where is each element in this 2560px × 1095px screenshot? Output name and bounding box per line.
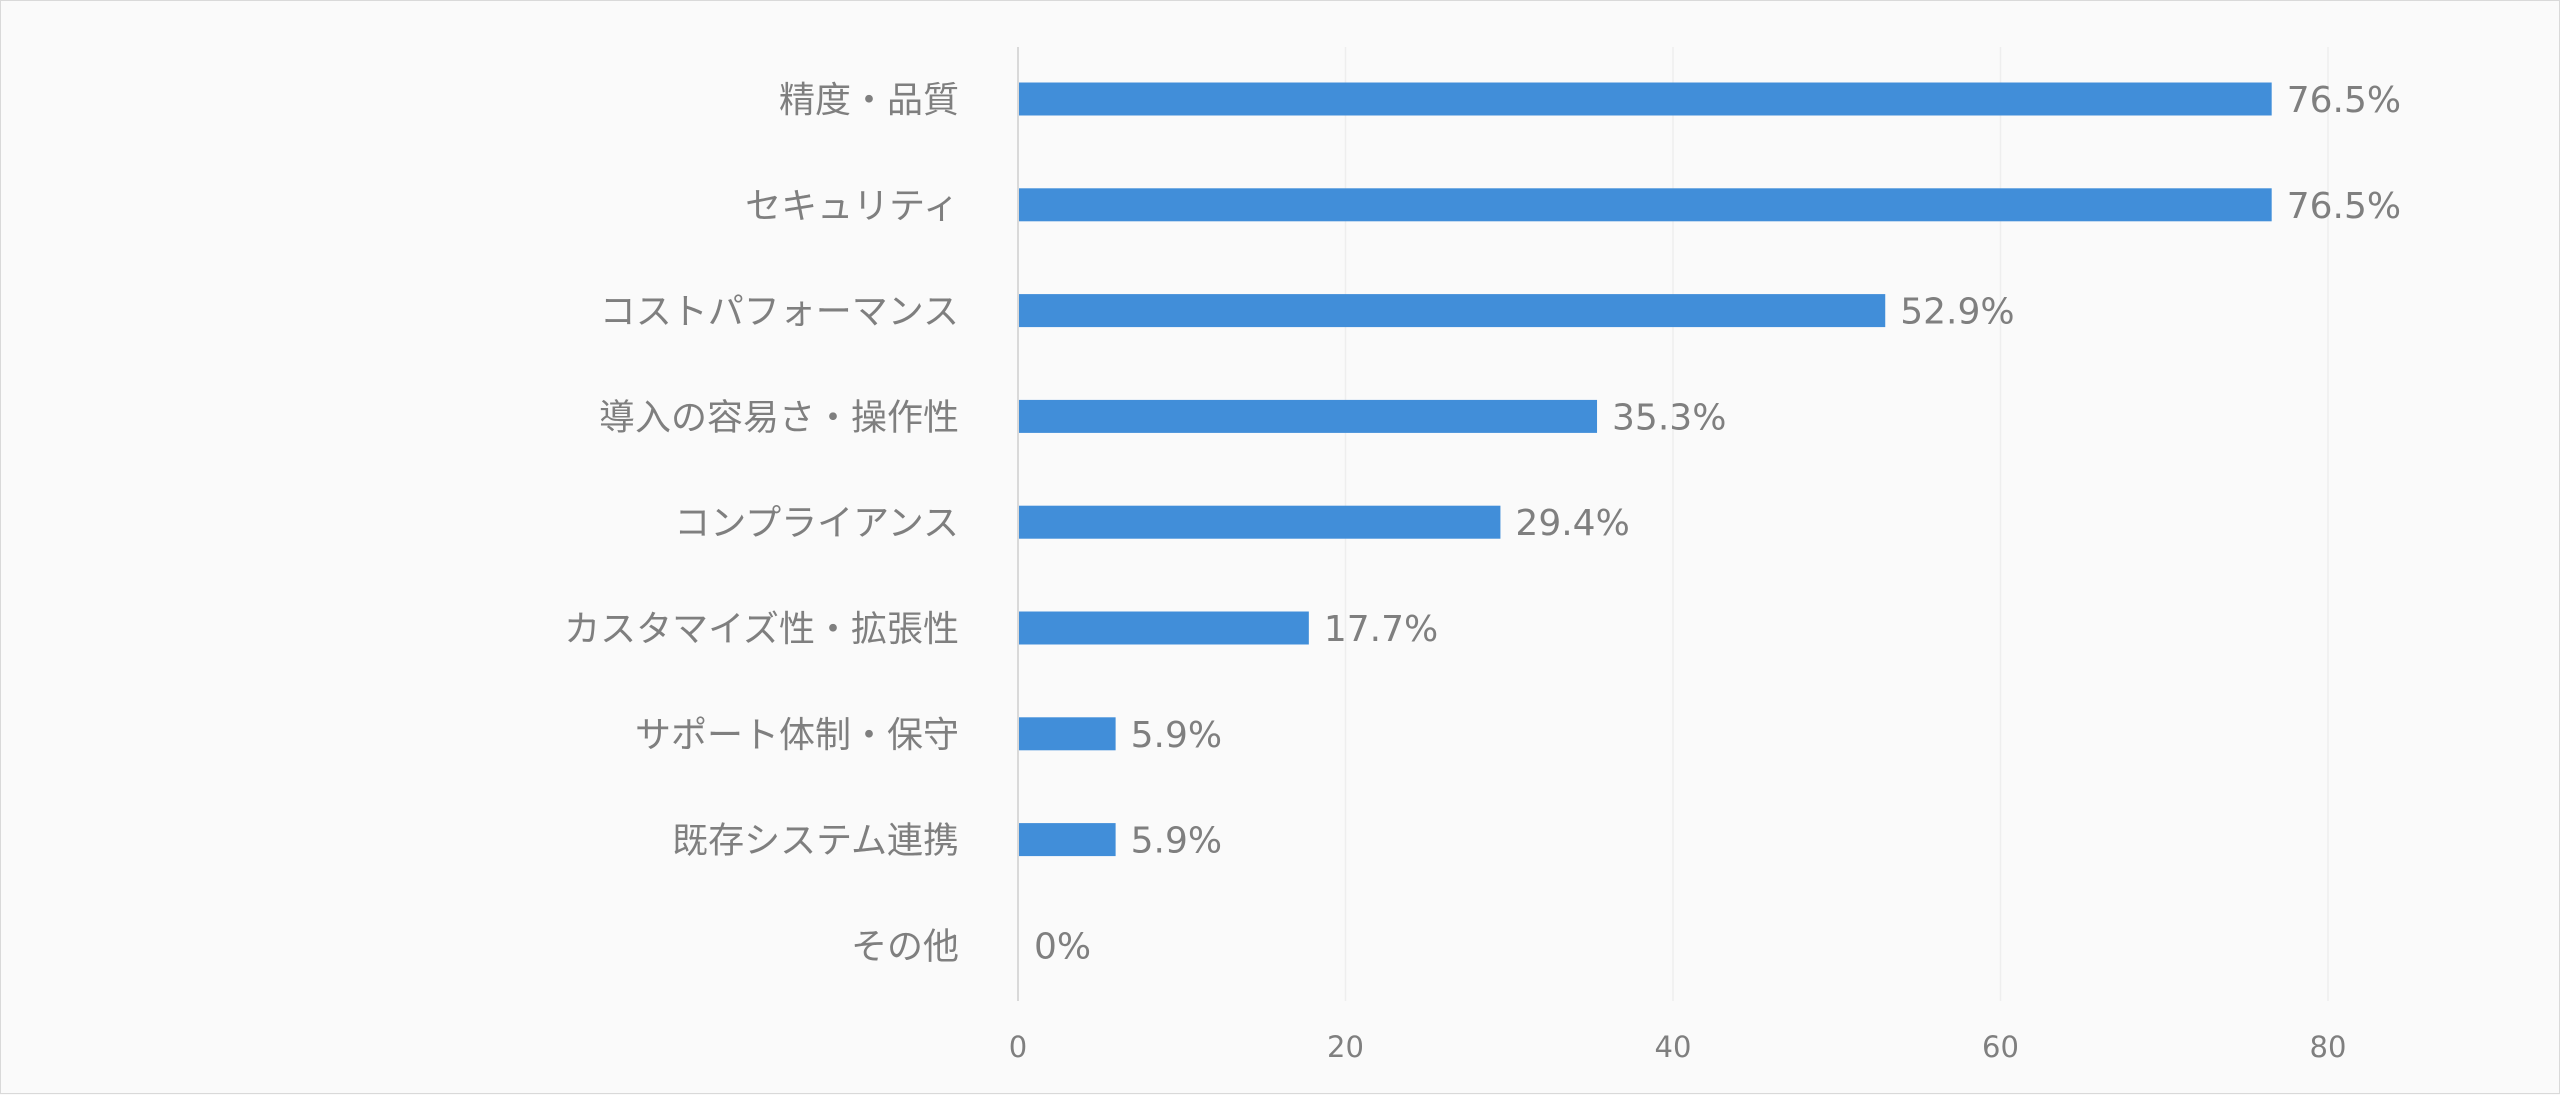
category-label: セキュリティ <box>745 186 959 227</box>
bar <box>1019 294 1886 328</box>
bar <box>1019 505 1501 539</box>
data-label: 76.5% <box>2287 186 2401 227</box>
category-label: コストパフォーマンス <box>600 292 959 333</box>
category-label: カスタマイズ性・拡張性 <box>564 609 959 650</box>
bar <box>1019 823 1116 857</box>
data-label: 17.7% <box>1324 609 1438 650</box>
bar <box>1019 82 2272 116</box>
bar <box>1019 611 1309 645</box>
x-tick-label: 20 <box>1327 1030 1364 1064</box>
data-label: 52.9% <box>1900 292 2014 333</box>
data-label: 5.9% <box>1131 715 1222 756</box>
data-label: 5.9% <box>1131 821 1222 862</box>
category-label: その他 <box>851 926 959 967</box>
data-label: 0% <box>1034 926 1091 967</box>
bar <box>1019 188 2272 222</box>
bar <box>1019 717 1116 751</box>
x-tick-label: 0 <box>1009 1030 1027 1064</box>
data-label: 35.3% <box>1612 397 1726 438</box>
data-label: 76.5% <box>2287 80 2401 121</box>
category-label: コンプライアンス <box>674 503 959 544</box>
category-label: サポート体制・保守 <box>635 715 959 756</box>
category-label: 既存システム連携 <box>672 821 959 862</box>
x-tick-label: 60 <box>1982 1030 2019 1064</box>
category-label: 精度・品質 <box>779 80 959 121</box>
x-tick-label: 80 <box>2310 1030 2347 1064</box>
category-label: 導入の容易さ・操作性 <box>599 397 959 438</box>
data-label: 29.4% <box>1515 503 1629 544</box>
x-tick-label: 40 <box>1655 1030 1692 1064</box>
bar <box>1019 399 1598 433</box>
